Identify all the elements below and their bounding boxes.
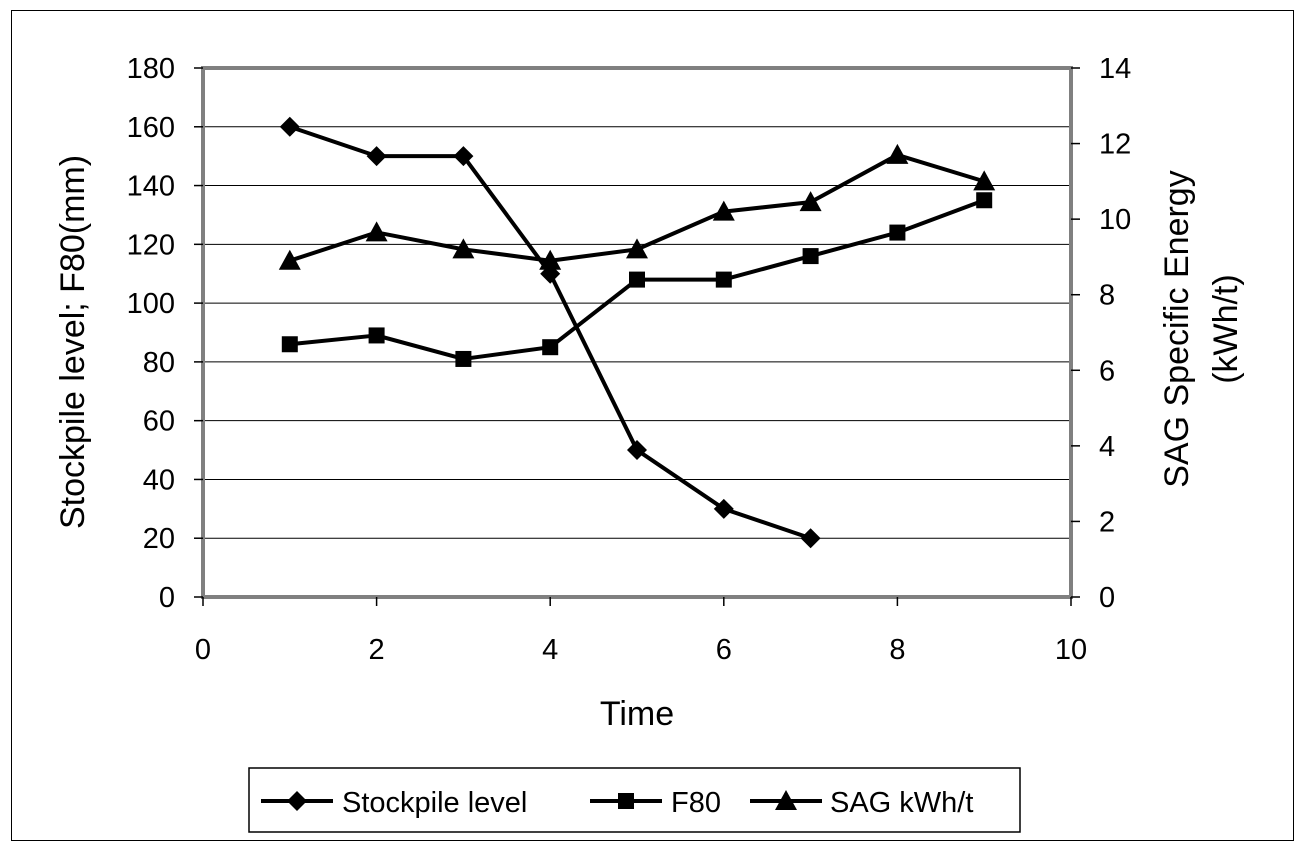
legend-item: SAG kWh/t — [750, 787, 973, 819]
y-right-tick-label: 10 — [1099, 204, 1131, 236]
y-left-tick-label: 80 — [143, 347, 175, 379]
legend-label: SAG kWh/t — [830, 787, 973, 819]
data-point — [976, 192, 993, 209]
series-0 — [279, 116, 821, 549]
data-point — [278, 249, 301, 270]
legend: Stockpile level F80 SAG kWh/t — [248, 767, 1021, 833]
data-point — [452, 238, 475, 259]
y-right-tick-label: 8 — [1099, 280, 1115, 312]
y-left-tick-label: 0 — [159, 582, 175, 614]
y-right-tick-label: 4 — [1099, 431, 1115, 463]
y-right-tick-label: 6 — [1099, 355, 1115, 387]
data-point — [542, 339, 559, 356]
data-point — [715, 271, 732, 288]
legend-label: Stockpile level — [342, 787, 527, 819]
y-right-tick-label: 12 — [1099, 129, 1131, 161]
x-tick-label: 8 — [889, 634, 905, 666]
x-tick-label: 0 — [195, 634, 211, 666]
y-left-tick-label: 40 — [143, 464, 175, 496]
legend-marker — [618, 793, 634, 809]
data-point — [539, 249, 562, 270]
plot-area-border — [201, 66, 1073, 599]
y-axis-right-title-line-2: (kWh/t) — [1207, 274, 1245, 384]
data-point — [368, 327, 385, 344]
legend-marker — [287, 791, 307, 811]
y-left-tick-label: 180 — [127, 53, 175, 85]
series-line — [289, 124, 812, 541]
data-point — [455, 350, 472, 367]
grid-lines — [203, 126, 1071, 539]
data-point — [627, 440, 647, 461]
y-right-tick-label: 2 — [1099, 506, 1115, 538]
series-2 — [278, 143, 996, 270]
data-point — [629, 271, 645, 288]
data-point — [366, 146, 387, 167]
y-left-tick-label: 160 — [127, 112, 175, 144]
data-point — [800, 528, 821, 549]
y-axis-right-title-line-1: SAG Specific Energy — [1158, 170, 1196, 487]
legend-item: F80 — [590, 787, 721, 819]
data-point — [712, 200, 735, 221]
data-point — [281, 336, 298, 353]
data-point — [799, 191, 822, 212]
y-left-tick-label: 60 — [143, 406, 175, 438]
data-point — [365, 221, 388, 242]
legend-item: Stockpile level — [261, 787, 527, 819]
legend-label: F80 — [671, 787, 721, 819]
chart-frame — [11, 10, 1294, 841]
data-point — [279, 116, 300, 137]
data-point — [453, 146, 474, 167]
data-point — [886, 143, 909, 164]
y-left-tick-label: 120 — [127, 229, 175, 261]
y-right-tick-label: 0 — [1099, 582, 1115, 614]
data-point — [973, 170, 996, 191]
series-group — [278, 116, 996, 549]
y-left-tick-label: 100 — [127, 288, 175, 320]
data-point — [889, 224, 906, 241]
legend-marker — [775, 790, 797, 810]
data-point — [713, 498, 734, 519]
data-point — [802, 248, 819, 265]
x-tick-label: 4 — [542, 634, 558, 666]
y-left-tick-label: 140 — [127, 171, 175, 203]
x-tick-label: 6 — [716, 634, 732, 666]
data-point — [626, 238, 648, 259]
x-tick-label: 2 — [369, 634, 385, 666]
series-1 — [281, 192, 993, 367]
y-left-tick-label: 20 — [143, 523, 175, 555]
x-tick-label: 10 — [1055, 634, 1087, 666]
x-axis-title: Time — [600, 695, 674, 733]
y-right-tick-label: 14 — [1099, 53, 1131, 85]
y-axis-left-title: Stockpile level; F80(mm) — [54, 155, 92, 529]
